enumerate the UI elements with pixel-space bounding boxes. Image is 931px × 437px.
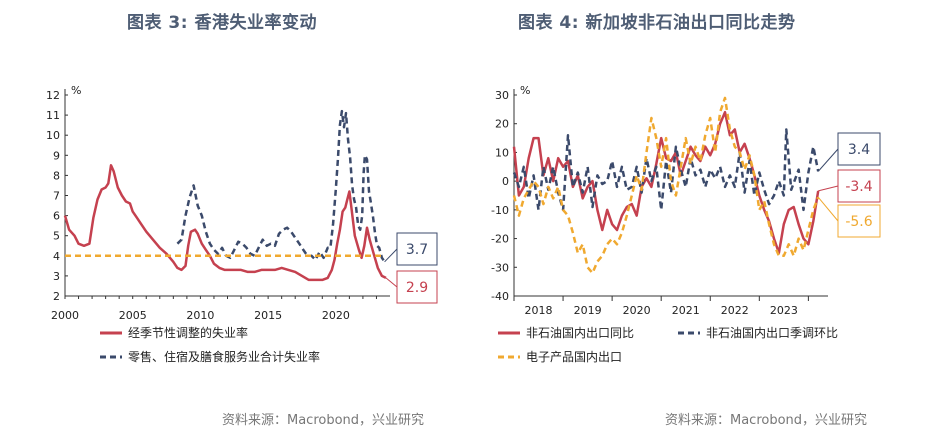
y-unit-label: % [520,84,530,97]
legend-label: 经季节性调整的失业率 [128,325,248,340]
y-unit-label: % [71,84,81,97]
callout-box [396,232,438,266]
x-tick-label: 2015 [254,309,282,322]
y-tick-label: 6 [53,210,60,223]
legend-label: 电子产品国内出口 [526,350,622,364]
series-line-1 [512,110,820,255]
y-tick-label: 20 [495,118,509,131]
y-tick-label: 30 [495,89,509,102]
y-tick-label: 5 [53,230,60,243]
y-tick-label: -30 [491,261,509,274]
y-tick-label: 2 [53,290,60,303]
y-tick-label: 12 [46,89,60,102]
right-chart-title: 图表 4: 新加坡非石油出口同比走势 [518,13,796,33]
y-tick-label: 11 [46,109,60,122]
y-tick-label: 9 [53,149,60,162]
callout-pointer [817,148,839,172]
x-tick-label: 2005 [119,309,147,322]
left-source-note: 资料来源：Macrobond，兴业研究 [222,413,425,428]
callout-value: -3.4 [845,179,872,195]
y-tick-label: 4 [53,250,60,263]
right-chart: % -40 -30 -20 -10 0 10 20 30 2018 2019 2020 2021 2022… [491,84,881,364]
x-tick-label: 2020 [322,309,350,322]
legend-label: 非石油国内出口季调环比 [706,326,838,340]
y-tick-label: -40 [491,290,509,303]
legend-label: 非石油国内出口同比 [526,326,634,340]
x-tick-label: 2019 [574,304,602,317]
callout-value: 2.9 [406,280,428,296]
left-chart-title: 图表 3: 香港失业率变动 [127,13,317,33]
callout-pointer [385,277,398,288]
series-line-2 [512,128,820,212]
callout-box [396,270,438,304]
x-tick-label: 2000 [51,309,79,322]
x-tick-label: 2022 [721,304,749,317]
y-tick-label: -10 [491,204,509,217]
callout-value: 3.7 [406,242,428,258]
y-tick-label: 8 [53,169,60,182]
y-tick-label: 3 [53,270,60,283]
x-tick-label: 2021 [672,304,700,317]
callout-box [837,204,881,238]
callout-value: 3.4 [848,142,870,158]
y-tick-label: 10 [495,146,509,159]
y-tick-label: -20 [491,233,509,246]
callout-pointer [384,248,398,263]
y-tick-label: 10 [46,129,60,142]
x-tick-label: 2018 [525,304,553,317]
callout-box [837,132,881,166]
y-tick-label: 0 [502,175,509,188]
y-tick-label: 7 [53,190,60,203]
right-source-note: 资料来源：Macrobond，兴业研究 [665,413,868,428]
x-tick-label: 2020 [623,304,651,317]
callout-pointer [818,185,839,192]
left-chart: % 2 3 4 5 6 7 8 9 10 11 12 2000 2005 2010 2015 2020 2.9 3.… [46,84,438,364]
x-tick-label: 2023 [770,304,798,317]
series-line-1 [63,164,387,282]
callout-pointer [817,196,839,222]
series-line-3 [512,96,820,275]
callout-value: -5.6 [845,214,872,230]
series-line-2 [176,109,386,263]
legend-label: 零售、住宿及膳食服务业合计失业率 [128,349,320,364]
x-tick-label: 2010 [186,309,214,322]
callout-box [837,169,881,203]
